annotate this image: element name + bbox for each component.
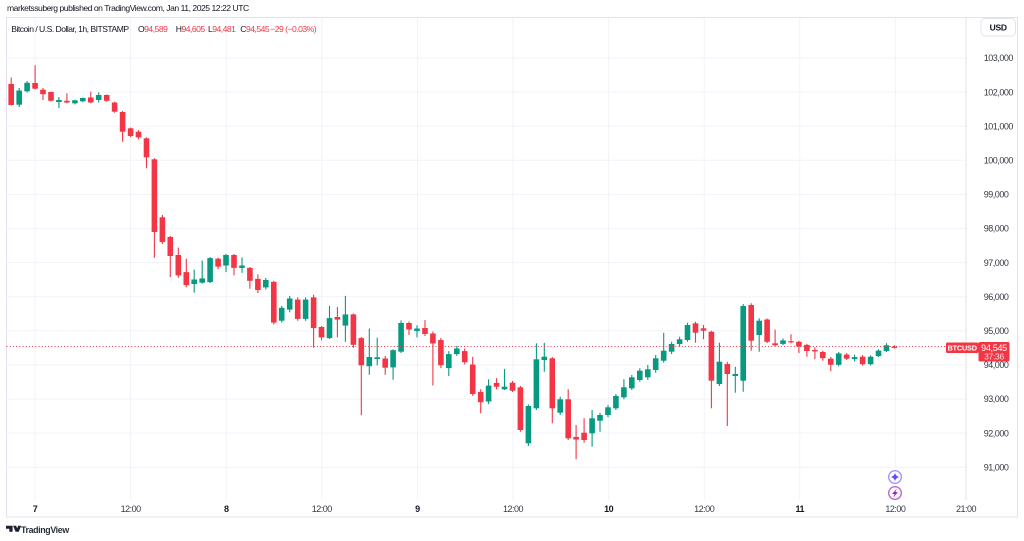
svg-text:BTCUSD: BTCUSD (948, 344, 977, 353)
svg-text:102,000: 102,000 (984, 87, 1014, 97)
svg-text:94,545: 94,545 (981, 343, 1007, 353)
svg-text:94,000: 94,000 (984, 360, 1009, 370)
svg-text:99,000: 99,000 (984, 190, 1009, 200)
svg-text:97,000: 97,000 (984, 258, 1009, 268)
svg-text:12:00: 12:00 (694, 504, 715, 514)
svg-text:95,000: 95,000 (984, 326, 1009, 336)
svg-text:7: 7 (33, 504, 38, 514)
svg-text:USD: USD (990, 23, 1007, 33)
svg-text:21:00: 21:00 (956, 504, 977, 514)
svg-text:37:36: 37:36 (984, 352, 1004, 362)
svg-text:12:00: 12:00 (312, 504, 333, 514)
svg-text:92,000: 92,000 (984, 428, 1009, 438)
svg-text:101,000: 101,000 (984, 121, 1014, 131)
svg-text:10: 10 (604, 504, 614, 514)
svg-text:12:00: 12:00 (121, 504, 142, 514)
svg-text:103,000: 103,000 (984, 53, 1014, 63)
svg-text:96,000: 96,000 (984, 292, 1009, 302)
svg-text:12:00: 12:00 (885, 504, 906, 514)
svg-text:11: 11 (796, 504, 805, 514)
svg-text:98,000: 98,000 (984, 224, 1009, 234)
svg-text:8: 8 (224, 504, 229, 514)
svg-text:91,000: 91,000 (984, 462, 1009, 472)
svg-text:12:00: 12:00 (503, 504, 524, 514)
svg-text:93,000: 93,000 (984, 394, 1009, 404)
svg-text:100,000: 100,000 (984, 156, 1014, 166)
svg-text:9: 9 (415, 504, 420, 514)
svg-text:TradingView: TradingView (21, 525, 69, 535)
